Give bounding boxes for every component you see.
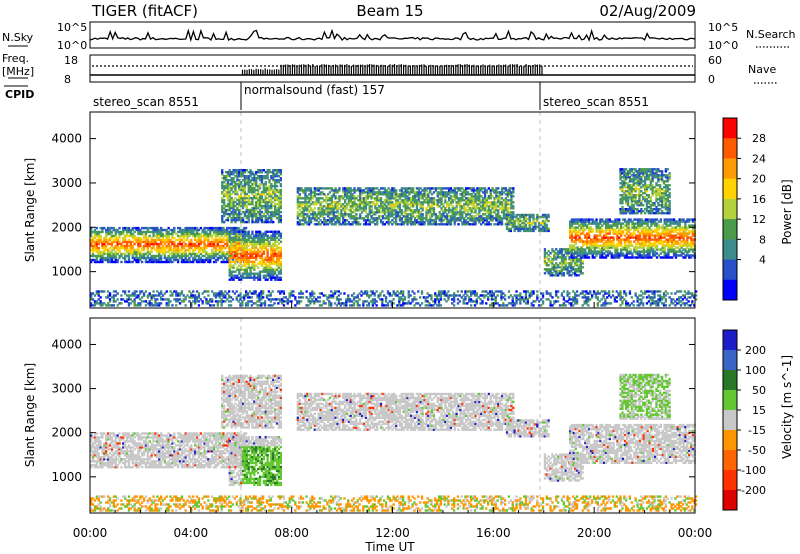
power-cell [280,247,282,249]
station-title: TIGER (fitACF) [91,2,198,20]
nave-label: Nave [748,63,776,76]
power-cell [265,181,267,183]
power-cell [245,227,247,229]
power-cell [272,221,274,223]
cpid-segment-3: stereo_scan 8551 [543,95,649,109]
power-cell [359,223,361,225]
power-cell [490,223,492,225]
freq-unit: [MHz] [2,65,34,78]
power-cell [592,228,594,230]
power-cell [563,272,565,274]
power-cell [548,220,550,222]
power-cell [546,224,548,226]
power-cell [276,185,278,187]
nave-tick-bottom: 0 [708,73,715,86]
nsearch-tick-bottom: 10^0 [708,39,738,52]
power-cell [544,248,546,250]
power-cell [512,195,514,197]
power-cell [422,213,424,215]
power-cell [355,213,357,215]
freq-label: Freq. [2,52,29,65]
power-data-cells [90,168,697,307]
power-cell [412,187,414,189]
power-cell [314,207,316,209]
power-cell [280,183,282,185]
power-cell [512,187,514,189]
cpid-segment-2: normalsound (fast) 157 [244,83,385,97]
power-cell [280,215,282,217]
power-cell [548,228,550,230]
power-cell [612,236,614,238]
power-cell [280,211,282,213]
nave-tick-top: 60 [708,54,722,67]
power-cell [190,239,192,241]
power-cell [100,235,102,237]
power-cell [618,218,620,220]
power-cell [588,256,590,258]
power-cell [338,187,340,189]
power-cell [257,267,259,269]
power-cell [280,177,282,179]
power-cell [229,231,231,233]
power-cell [267,249,269,251]
power-cell [223,199,225,201]
power-cell [173,227,175,229]
power-cell [595,218,597,220]
power-cell [433,207,435,209]
freq-tick-bottom: 8 [64,73,71,86]
power-cell [280,277,282,279]
nsearch-tick-top: 10^5 [708,21,738,34]
power-cell [532,214,534,216]
power-cell [248,231,250,233]
nsky-tick-top: 10^5 [57,21,87,34]
nsky-trace [90,30,695,40]
power-cell [221,169,223,171]
power-cell [380,197,382,199]
power-cell [395,189,397,191]
power-cell [548,214,550,216]
nsky-tick-bottom: 10^0 [57,39,87,52]
power-cell [280,261,282,263]
power-cell [630,240,632,242]
power-cell [630,248,632,250]
cpid-label: CPID [5,88,34,101]
power-cell [582,272,584,274]
power-cell [582,260,584,262]
power-cell [457,223,459,225]
power-cell [280,169,282,171]
power-cell [299,193,301,195]
beam-label: Beam 15 [356,2,423,20]
cpid-segment-1: stereo_scan 8551 [93,95,199,109]
nsearch-label: N.Search [746,28,796,41]
power-cell [512,211,514,213]
power-cell [118,227,120,229]
power-cell [141,261,143,263]
power-cell [238,209,240,211]
power-cell [497,187,499,189]
power-cell [280,241,282,243]
freq-tick-top: 18 [64,54,78,67]
date-label: 02/Aug/2009 [599,2,696,20]
nsky-label: N.Sky [2,31,34,44]
power-cell [582,266,584,268]
power-cell [280,233,282,235]
power-cell [310,187,312,189]
power-cell [251,231,253,233]
power-cell [98,247,100,249]
power-cell [96,227,98,229]
power-cell [280,189,282,191]
power-cell [512,205,514,207]
power-cell [120,261,122,263]
power-cell [512,201,514,203]
